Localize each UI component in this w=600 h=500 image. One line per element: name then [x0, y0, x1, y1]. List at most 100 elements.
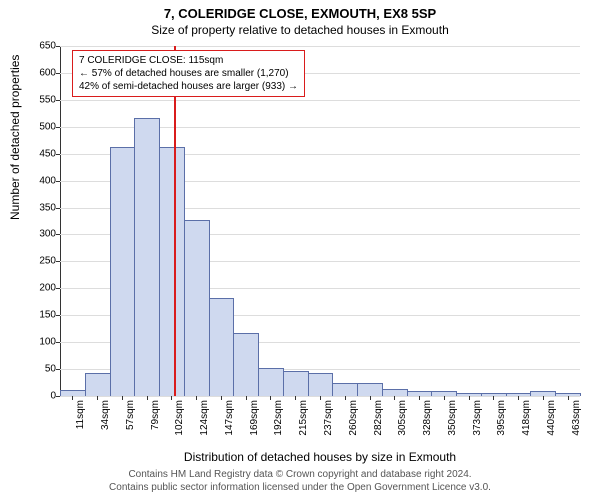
grid-line [60, 46, 580, 47]
x-tick-mark [246, 396, 247, 400]
x-tick-label: 463sqm [571, 400, 582, 436]
x-tick-mark [147, 396, 148, 400]
y-axis-label: Number of detached properties [8, 55, 22, 220]
footer-line-2: Contains public sector information licen… [0, 481, 600, 494]
y-tick-label: 0 [26, 391, 56, 402]
x-tick-mark [518, 396, 519, 400]
chart-area: 0501001502002503003504004505005506006501… [60, 46, 580, 396]
grid-line [60, 100, 580, 101]
x-tick-mark [122, 396, 123, 400]
y-tick-mark [56, 315, 60, 316]
histogram-bar [209, 298, 235, 396]
y-tick-mark [56, 154, 60, 155]
page-subtitle: Size of property relative to detached ho… [0, 21, 600, 37]
annotation-line: 42% of semi-detached houses are larger (… [79, 80, 298, 93]
x-tick-label: 34sqm [100, 400, 111, 430]
x-tick-mark [295, 396, 296, 400]
y-tick-label: 500 [26, 121, 56, 132]
x-tick-mark [469, 396, 470, 400]
y-tick-label: 100 [26, 337, 56, 348]
footer-line-1: Contains HM Land Registry data © Crown c… [0, 468, 600, 481]
x-tick-label: 169sqm [249, 400, 260, 436]
x-tick-mark [97, 396, 98, 400]
histogram-bar [233, 333, 259, 396]
histogram-bar [134, 118, 160, 396]
x-tick-label: 57sqm [125, 400, 136, 430]
y-tick-mark [56, 288, 60, 289]
histogram-bar [283, 371, 309, 396]
x-tick-label: 237sqm [323, 400, 334, 436]
annotation-line: 7 COLERIDGE CLOSE: 115sqm [79, 54, 298, 67]
x-tick-mark [221, 396, 222, 400]
y-tick-label: 50 [26, 364, 56, 375]
x-tick-label: 147sqm [224, 400, 235, 436]
x-tick-label: 305sqm [397, 400, 408, 436]
histogram-bar [332, 383, 358, 396]
y-axis-line [60, 46, 61, 396]
y-tick-mark [56, 261, 60, 262]
x-tick-label: 11sqm [75, 400, 86, 429]
histogram-bar [85, 373, 111, 396]
x-tick-label: 79sqm [150, 400, 161, 430]
plot-region: 0501001502002503003504004505005506006501… [60, 46, 580, 396]
x-tick-mark [444, 396, 445, 400]
y-tick-mark [56, 127, 60, 128]
x-tick-mark [171, 396, 172, 400]
x-tick-label: 350sqm [447, 400, 458, 436]
y-tick-label: 450 [26, 148, 56, 159]
y-tick-label: 350 [26, 202, 56, 213]
reference-line [174, 46, 176, 396]
x-tick-label: 260sqm [348, 400, 359, 436]
histogram-bar [159, 147, 185, 396]
page-title: 7, COLERIDGE CLOSE, EXMOUTH, EX8 5SP [0, 0, 600, 21]
y-tick-mark [56, 46, 60, 47]
y-tick-mark [56, 73, 60, 74]
y-tick-label: 250 [26, 256, 56, 267]
x-tick-label: 395sqm [496, 400, 507, 436]
x-tick-mark [419, 396, 420, 400]
annotation-line: ← 57% of detached houses are smaller (1,… [79, 67, 298, 80]
y-tick-label: 650 [26, 41, 56, 52]
y-tick-mark [56, 234, 60, 235]
y-tick-label: 400 [26, 175, 56, 186]
x-tick-mark [345, 396, 346, 400]
histogram-bar [258, 368, 284, 396]
x-tick-mark [543, 396, 544, 400]
x-axis-label: Distribution of detached houses by size … [60, 450, 580, 464]
y-tick-label: 150 [26, 310, 56, 321]
x-tick-label: 373sqm [472, 400, 483, 436]
x-tick-mark [320, 396, 321, 400]
y-tick-label: 300 [26, 229, 56, 240]
histogram-bar [110, 147, 136, 396]
histogram-bar [382, 389, 408, 396]
y-tick-label: 200 [26, 283, 56, 294]
y-tick-mark [56, 396, 60, 397]
x-tick-label: 102sqm [174, 400, 185, 436]
x-tick-label: 440sqm [546, 400, 557, 436]
y-tick-mark [56, 100, 60, 101]
x-tick-label: 215sqm [298, 400, 309, 436]
x-tick-mark [370, 396, 371, 400]
y-tick-label: 550 [26, 94, 56, 105]
x-tick-mark [196, 396, 197, 400]
annotation-box: 7 COLERIDGE CLOSE: 115sqm← 57% of detach… [72, 50, 305, 97]
histogram-bar [184, 220, 210, 396]
chart-container: 7, COLERIDGE CLOSE, EXMOUTH, EX8 5SP Siz… [0, 0, 600, 500]
histogram-bar [357, 383, 383, 396]
x-tick-label: 124sqm [199, 400, 210, 436]
y-tick-mark [56, 369, 60, 370]
x-tick-label: 328sqm [422, 400, 433, 436]
footer-attribution: Contains HM Land Registry data © Crown c… [0, 468, 600, 494]
x-tick-label: 282sqm [373, 400, 384, 436]
y-tick-mark [56, 208, 60, 209]
x-tick-mark [270, 396, 271, 400]
x-tick-mark [72, 396, 73, 400]
y-tick-mark [56, 181, 60, 182]
x-tick-label: 192sqm [273, 400, 284, 436]
y-tick-label: 600 [26, 67, 56, 78]
x-tick-mark [394, 396, 395, 400]
x-tick-mark [493, 396, 494, 400]
histogram-bar [308, 373, 334, 396]
y-tick-mark [56, 342, 60, 343]
x-tick-mark [568, 396, 569, 400]
